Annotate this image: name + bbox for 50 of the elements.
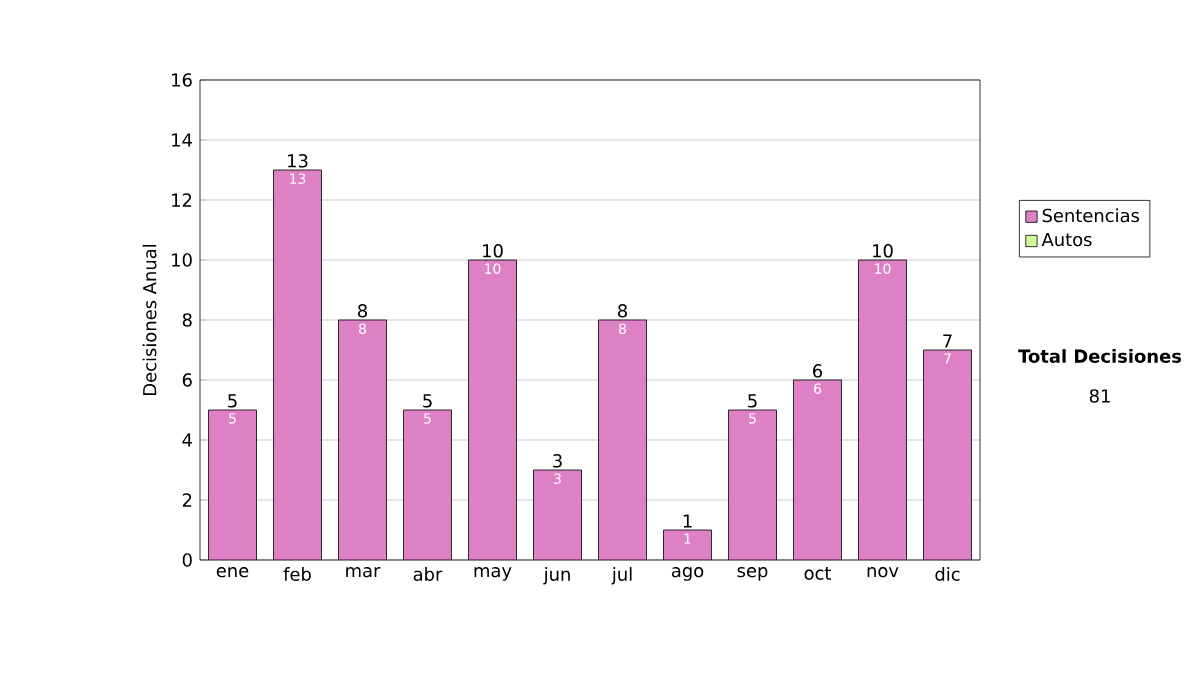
- x-tick-label: ago: [671, 567, 704, 581]
- x-tick-label: may: [474, 567, 512, 581]
- bar: [728, 410, 777, 560]
- y-tick-label: 14: [172, 133, 192, 147]
- bar: [338, 320, 387, 560]
- x-tick-label: jul: [611, 567, 632, 585]
- total-label: 13: [288, 154, 308, 168]
- bar: [533, 470, 582, 560]
- y-tick-label: 8: [182, 313, 192, 327]
- bar: [663, 530, 712, 560]
- x-tick-label: dic: [935, 567, 960, 581]
- x-tick-label: ene: [216, 567, 249, 578]
- total-label: 8: [358, 304, 367, 318]
- bar: [208, 410, 257, 560]
- bar: [598, 320, 647, 560]
- bar: [468, 260, 517, 560]
- x-tick-label: abr: [413, 567, 443, 581]
- y-tick-label: 6: [182, 373, 192, 387]
- total-label: 5: [228, 394, 237, 408]
- y-tick-label: 2: [182, 493, 192, 507]
- bar: [273, 169, 322, 560]
- total-label: 3: [553, 454, 562, 468]
- bar: [403, 410, 452, 560]
- y-tick-label: 0: [182, 553, 192, 567]
- total-label: 10: [483, 244, 503, 258]
- legend-label: Autos: [1041, 232, 1092, 247]
- x-tick-label: oct: [804, 567, 832, 580]
- total-label: 1: [683, 514, 692, 528]
- y-tick-label: 16: [172, 73, 192, 87]
- y-tick-label: 12: [172, 193, 192, 207]
- x-tick-label: mar: [346, 567, 381, 578]
- bar: [923, 349, 972, 560]
- total-label: 6: [813, 364, 823, 378]
- text: 81: [1089, 389, 1110, 403]
- x-tick-label: jun: [543, 567, 570, 585]
- total-label: 5: [748, 394, 757, 408]
- x-tick-label: feb: [283, 567, 311, 581]
- legend-label: Sentencias: [1042, 208, 1140, 223]
- total-label: 7: [943, 334, 952, 348]
- y-axis-title: Decisiones Anual: [142, 244, 157, 395]
- bar: [858, 260, 907, 560]
- x-tick-label: sep: [737, 567, 768, 581]
- x-tick-label: nov: [867, 567, 899, 578]
- total-label: 10: [873, 244, 893, 258]
- total-label: 8: [618, 304, 627, 318]
- total-label: 5: [423, 394, 432, 408]
- y-tick-label: 4: [182, 433, 192, 447]
- y-tick-label: 10: [172, 253, 192, 267]
- text: Total Decisiones: [1018, 349, 1182, 363]
- bar: [793, 380, 842, 560]
